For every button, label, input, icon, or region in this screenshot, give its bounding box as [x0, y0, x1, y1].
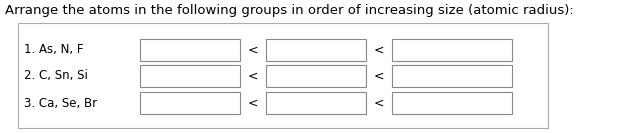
- Bar: [266, 65, 366, 87]
- Bar: [140, 65, 240, 87]
- Text: 1. As, N, F: 1. As, N, F: [24, 43, 83, 57]
- Bar: [266, 92, 366, 114]
- Bar: [392, 92, 512, 114]
- Text: <: <: [374, 70, 384, 82]
- Bar: [392, 65, 512, 87]
- Text: 3. Ca, Se, Br: 3. Ca, Se, Br: [24, 97, 97, 109]
- Text: <: <: [248, 97, 258, 109]
- Text: 2. C, Sn, Si: 2. C, Sn, Si: [24, 70, 88, 82]
- Text: <: <: [248, 70, 258, 82]
- Text: Arrange the atoms in the following groups in order of increasing size (atomic ra: Arrange the atoms in the following group…: [5, 4, 574, 17]
- Bar: [266, 39, 366, 61]
- Text: <: <: [374, 43, 384, 57]
- Bar: [140, 92, 240, 114]
- Text: <: <: [374, 97, 384, 109]
- Bar: [392, 39, 512, 61]
- Bar: [18, 23, 548, 128]
- Text: <: <: [248, 43, 258, 57]
- Bar: [140, 39, 240, 61]
